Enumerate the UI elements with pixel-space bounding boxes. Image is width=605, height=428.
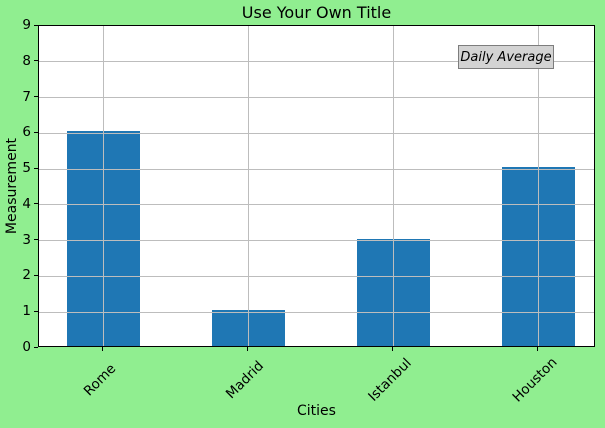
v-gridline <box>247 26 249 346</box>
h-gridline <box>39 204 594 206</box>
y-tick-label-3: 3 <box>22 231 31 248</box>
h-gridline <box>39 61 594 63</box>
y-tick-label-1: 1 <box>22 303 31 320</box>
y-tick-mark <box>34 167 38 169</box>
y-tick-label-7: 7 <box>22 88 31 105</box>
h-gridline <box>39 97 594 99</box>
x-tick-mark <box>536 347 538 351</box>
v-gridline <box>537 26 539 346</box>
h-gridline <box>39 240 594 242</box>
chart-title: Use Your Own Title <box>241 3 392 22</box>
y-tick-label-9: 9 <box>22 17 31 33</box>
y-tick-label-5: 5 <box>22 160 31 177</box>
y-tick-mark <box>34 310 38 312</box>
y-tick-mark <box>34 96 38 98</box>
plot-area <box>38 25 595 347</box>
y-tick-mark <box>34 131 38 133</box>
y-tick-mark <box>34 274 38 276</box>
y-axis-label: Measurement <box>4 137 20 235</box>
y-tick-label-6: 6 <box>22 124 31 141</box>
h-gridline <box>39 132 594 134</box>
x-axis-label: Cities <box>297 403 336 419</box>
h-gridline <box>39 311 594 313</box>
y-tick-label-8: 8 <box>22 52 31 69</box>
y-tick-mark <box>34 60 38 62</box>
h-gridline <box>39 168 594 170</box>
y-tick-mark <box>34 346 38 348</box>
y-tick-mark <box>34 239 38 241</box>
h-gridline <box>39 275 594 277</box>
y-tick-label-4: 4 <box>22 195 31 212</box>
x-tick-label-istanbul: Istanbul <box>365 355 415 405</box>
y-tick-label-2: 2 <box>22 267 31 284</box>
legend: Daily Average <box>458 45 554 69</box>
v-gridline <box>102 26 104 346</box>
legend-label: Daily Average <box>460 49 552 65</box>
x-tick-mark <box>391 347 393 351</box>
y-tick-mark <box>34 24 38 26</box>
y-tick-mark <box>34 203 38 205</box>
x-tick-label-houston: Houston <box>509 354 561 406</box>
y-tick-label-0: 0 <box>22 339 31 355</box>
x-tick-mark <box>101 347 103 351</box>
x-tick-label-rome: Rome <box>80 360 120 400</box>
v-gridline <box>392 26 394 346</box>
x-tick-mark <box>246 347 248 351</box>
x-tick-label-madrid: Madrid <box>222 357 268 403</box>
